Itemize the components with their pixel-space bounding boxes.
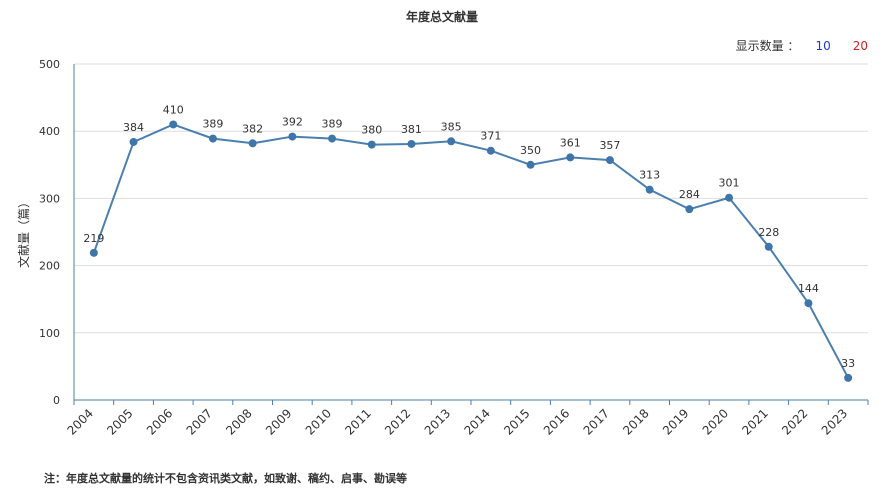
series-line bbox=[92, 123, 850, 379]
data-label: 357 bbox=[599, 139, 620, 152]
data-point[interactable] bbox=[645, 185, 654, 194]
x-tick-label: 2020 bbox=[700, 406, 731, 437]
x-tick-label: 2005 bbox=[104, 406, 135, 437]
data-point[interactable] bbox=[208, 134, 217, 143]
data-label: 350 bbox=[520, 144, 541, 157]
data-label: 384 bbox=[123, 121, 144, 134]
data-point[interactable] bbox=[367, 140, 376, 149]
x-tick-label: 2014 bbox=[461, 406, 492, 437]
data-label: 381 bbox=[401, 123, 422, 136]
data-label: 228 bbox=[758, 226, 779, 239]
data-point[interactable] bbox=[725, 193, 734, 202]
chart-title: 年度总文献量 bbox=[405, 10, 478, 24]
data-label: 284 bbox=[679, 188, 700, 201]
x-tick-label: 2021 bbox=[739, 406, 770, 437]
grid-lines bbox=[74, 63, 868, 334]
x-tick-label: 2007 bbox=[184, 406, 215, 437]
data-point[interactable] bbox=[605, 156, 614, 165]
data-point[interactable] bbox=[89, 248, 98, 257]
x-tick-label: 2015 bbox=[501, 406, 532, 437]
data-point[interactable] bbox=[486, 146, 495, 155]
y-axis-title: 文献量（篇） bbox=[16, 196, 31, 268]
data-point[interactable] bbox=[526, 160, 535, 169]
data-point[interactable] bbox=[288, 132, 297, 141]
data-point[interactable] bbox=[407, 139, 416, 148]
data-point[interactable] bbox=[566, 153, 575, 162]
display-count-option-20[interactable]: 20 bbox=[852, 38, 868, 53]
x-tick-label: 2022 bbox=[779, 406, 810, 437]
data-point[interactable] bbox=[328, 134, 337, 143]
footnote: 注：年度总文献量的统计不包含资讯类文献，如致谢、稿约、启事、勘误等 bbox=[44, 472, 407, 485]
x-tick-label: 2011 bbox=[342, 406, 373, 437]
y-tick-label: 100 bbox=[39, 327, 60, 340]
display-count-control: 显示数量 ： 10 20 bbox=[736, 37, 868, 54]
data-point[interactable] bbox=[764, 242, 773, 251]
data-label: 313 bbox=[639, 169, 660, 182]
display-count-option-10[interactable]: 10 bbox=[815, 38, 831, 53]
y-tick-label: 500 bbox=[39, 58, 60, 71]
data-label: 380 bbox=[361, 124, 382, 137]
y-tick-label: 200 bbox=[39, 260, 60, 273]
x-tick-labels: 2004 2005 2006 2007 2008 2009 2010 2011 2012 2013… bbox=[64, 406, 850, 437]
data-label: 361 bbox=[560, 136, 581, 149]
x-tick-label: 2013 bbox=[422, 406, 453, 437]
x-tick-label: 2009 bbox=[263, 406, 294, 437]
x-tick-label: 2016 bbox=[541, 406, 572, 437]
x-tick-label: 2018 bbox=[620, 406, 651, 437]
data-label: 144 bbox=[798, 282, 819, 295]
data-point[interactable] bbox=[129, 137, 138, 146]
data-label: 392 bbox=[282, 116, 303, 129]
y-tick-label: 400 bbox=[39, 125, 60, 138]
series bbox=[92, 123, 850, 379]
x-tick-label: 2017 bbox=[581, 406, 612, 437]
data-point[interactable] bbox=[685, 205, 694, 214]
data-label: 389 bbox=[322, 118, 343, 131]
data-label: 389 bbox=[202, 118, 223, 131]
x-tick-label: 2023 bbox=[819, 406, 850, 437]
data-label: 385 bbox=[441, 120, 462, 133]
data-points bbox=[89, 120, 853, 382]
x-tick-label: 2010 bbox=[303, 406, 334, 437]
x-tick-label: 2006 bbox=[144, 406, 175, 437]
axes bbox=[73, 64, 869, 405]
data-label: 410 bbox=[163, 103, 184, 116]
x-tick-label: 2008 bbox=[223, 406, 254, 437]
data-point[interactable] bbox=[804, 299, 813, 308]
x-tick-label: 2019 bbox=[660, 406, 691, 437]
data-point[interactable] bbox=[447, 137, 456, 146]
data-point[interactable] bbox=[169, 120, 178, 129]
data-label: 33 bbox=[841, 357, 855, 370]
data-label: 301 bbox=[719, 177, 740, 190]
data-point[interactable] bbox=[844, 373, 853, 382]
x-tick-label: 2004 bbox=[64, 406, 95, 437]
data-labels: 219 384 410 389 382 392 389 380 381 385 371 350 361 3… bbox=[83, 103, 855, 369]
data-label: 382 bbox=[242, 122, 263, 135]
x-tick-label: 2012 bbox=[382, 406, 413, 437]
data-point[interactable] bbox=[248, 139, 257, 148]
data-label: 371 bbox=[480, 130, 501, 143]
y-tick-label: 300 bbox=[39, 192, 60, 205]
y-tick-labels: 0 100 200 300 400 500 bbox=[39, 58, 60, 407]
data-label: 219 bbox=[83, 232, 104, 245]
y-tick-label: 0 bbox=[53, 394, 60, 407]
display-count-label: 显示数量 ： bbox=[735, 39, 800, 53]
